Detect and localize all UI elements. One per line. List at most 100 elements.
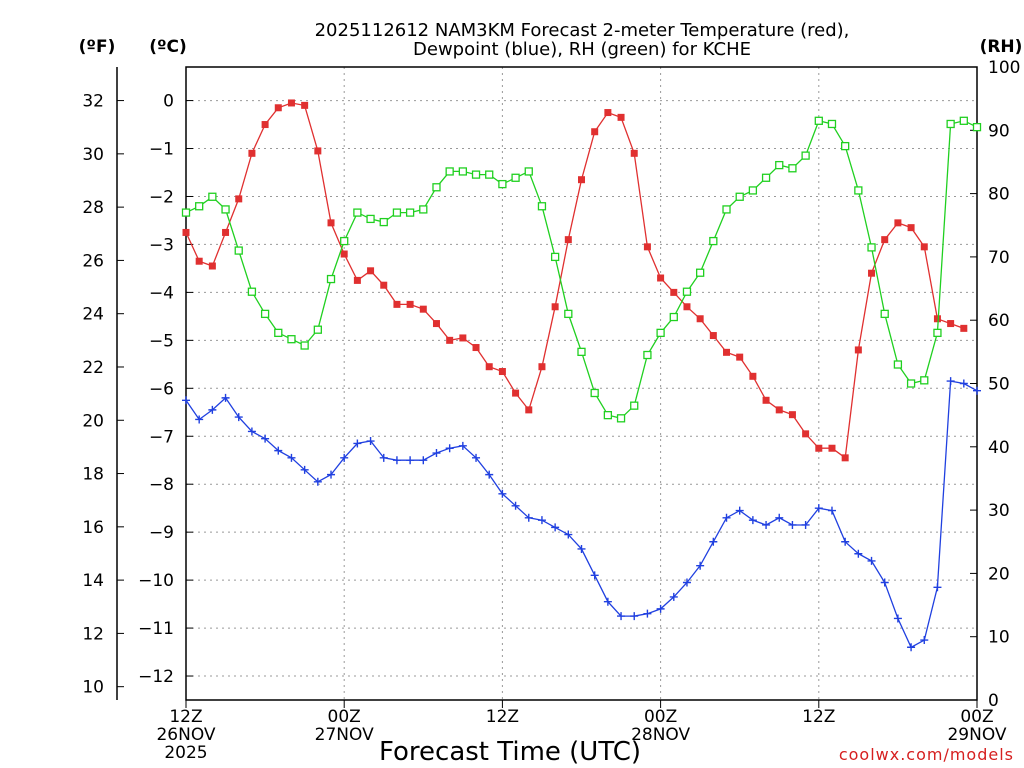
temperature-point — [353, 276, 361, 284]
dewpoint-point — [617, 612, 626, 621]
x-tick-label: 12Z — [802, 707, 835, 727]
rh-point — [511, 173, 520, 182]
rh-point — [893, 360, 903, 369]
rh-tick-label: 80 — [988, 185, 1010, 205]
dewpoint-point — [498, 489, 507, 498]
temperature-point — [815, 444, 823, 452]
rh-point — [709, 236, 718, 246]
dewpoint-point — [827, 506, 836, 515]
celsius-tick-label: −7 — [149, 427, 174, 447]
rh-tick-label: 100 — [988, 58, 1020, 78]
x-tick-label: 00Z — [644, 707, 677, 727]
temperature-point — [696, 315, 704, 323]
dewpoint-point — [669, 592, 678, 601]
rh-point — [340, 236, 349, 246]
temperature-point — [182, 228, 190, 236]
fahrenheit-tick-label: 26 — [82, 251, 104, 271]
temperature-point — [274, 104, 282, 112]
temperature-point — [643, 243, 651, 251]
dewpoint-point — [300, 465, 309, 474]
celsius-unit-label: (ºC) — [149, 37, 187, 57]
celsius-tick-label: −5 — [149, 331, 174, 351]
dewpoint-point — [406, 456, 415, 465]
rh-point — [366, 214, 375, 224]
rh-point — [616, 414, 626, 423]
fahrenheit-tick-label: 14 — [82, 571, 104, 591]
dewpoint-point — [577, 544, 586, 553]
temperature-point — [327, 219, 335, 227]
rh-point — [392, 208, 402, 217]
dewpoint-point — [247, 427, 256, 436]
temperature-point — [670, 288, 678, 296]
dewpoint-point — [445, 444, 454, 453]
rh-tick-label: 10 — [988, 628, 1010, 648]
rh-tick-label: 60 — [988, 311, 1010, 331]
temperature-point — [947, 320, 955, 328]
celsius-tick-label: −12 — [138, 667, 174, 687]
dewpoint-point — [801, 520, 810, 529]
dewpoint-point — [959, 379, 968, 388]
fahrenheit-tick-label: 12 — [82, 624, 104, 644]
rh-point — [775, 160, 784, 170]
dewpoint-point — [893, 614, 902, 623]
rh-point — [682, 287, 692, 296]
temperature-point — [868, 269, 876, 277]
rh-point — [313, 325, 322, 334]
temperature-point — [762, 396, 770, 404]
dewpoint-point — [722, 513, 731, 522]
dewpoint-point — [841, 537, 850, 546]
temperature-point — [736, 353, 744, 361]
rh-point — [419, 205, 428, 214]
celsius-tick-label: −10 — [138, 571, 174, 591]
rh-point — [643, 350, 652, 360]
temperature-point — [446, 336, 454, 344]
dewpoint-point — [880, 578, 889, 587]
rh-point — [761, 173, 771, 182]
chart-title-line-1: 2025112612 NAM3KM Forecast 2-meter Tempe… — [315, 20, 850, 41]
credit-text: coolwx.com/models — [839, 745, 1014, 764]
rh-point — [537, 202, 547, 211]
celsius-tick-label: −8 — [149, 475, 174, 495]
rh-point — [603, 410, 613, 420]
rh-tick-label: 90 — [988, 121, 1010, 141]
fahrenheit-tick-label: 30 — [82, 145, 104, 165]
dewpoint-point — [340, 453, 349, 462]
temperature-point — [538, 363, 546, 371]
x-tick-date-label: 29NOV — [947, 725, 1006, 745]
rh-point — [274, 328, 283, 338]
temperature-point — [380, 281, 388, 289]
dewpoint-point — [366, 437, 375, 446]
dewpoint-point — [432, 449, 441, 458]
rh-point — [432, 183, 441, 192]
dewpoint-point — [564, 530, 573, 539]
dewpoint-point — [630, 612, 639, 621]
temperature-point — [578, 176, 585, 184]
rh-tick-label: 70 — [988, 248, 1010, 268]
fahrenheit-tick-label: 32 — [82, 92, 104, 112]
temperature-point — [604, 109, 612, 117]
temperature-point — [485, 363, 493, 371]
dewpoint-point — [814, 504, 823, 513]
rh-point — [920, 376, 929, 385]
temperature-point — [828, 444, 836, 452]
rh-tick-label: 50 — [988, 375, 1010, 395]
fahrenheit-tick-label: 22 — [82, 358, 104, 378]
temperature-point — [367, 267, 375, 275]
temperature-point — [222, 228, 230, 236]
temperature-point — [630, 149, 638, 157]
temperature-point — [512, 389, 520, 397]
rh-point — [445, 167, 454, 176]
temperature-point — [960, 324, 968, 332]
temperature-point — [802, 430, 810, 438]
rh-point — [854, 186, 863, 195]
dewpoint-point — [933, 583, 942, 592]
dewpoint-point — [313, 477, 322, 486]
temperature-point — [235, 195, 243, 203]
rh-unit-label: (RH) — [980, 37, 1023, 57]
dewpoint-point — [907, 643, 916, 652]
temperature-point — [419, 305, 427, 313]
temperature-point — [248, 149, 256, 157]
rh-point — [234, 246, 243, 255]
rh-line — [185, 120, 978, 420]
temperature-point — [393, 300, 401, 308]
